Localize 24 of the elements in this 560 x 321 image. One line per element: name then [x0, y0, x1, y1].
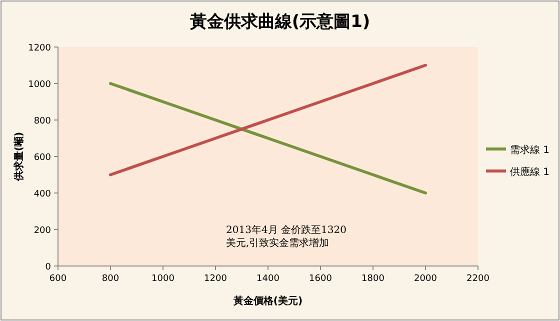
y-tick-label: 1000	[28, 80, 52, 90]
annotation: 2013年4月 金价跌至1320美元,引致实金需求增加	[226, 224, 348, 250]
x-tick-label: 800	[102, 274, 120, 284]
x-tick-label: 2200	[466, 274, 490, 284]
y-tick-label: 1200	[28, 44, 52, 54]
line-series	[109, 82, 427, 194]
x-tick-label: 1000	[152, 274, 175, 284]
chart-title: 黃金供求曲線(示意圖1)	[188, 12, 370, 32]
legend-label: 供應線 1	[510, 166, 550, 178]
y-tick-label: 800	[34, 116, 52, 126]
y-tick-label: 400	[34, 190, 52, 200]
y-axis-title: 供求量(噸)	[13, 132, 25, 182]
x-axis-title: 黃金價格(美元)	[232, 295, 303, 307]
x-tick-label: 600	[49, 274, 67, 284]
x-tick-label: 1800	[362, 274, 385, 284]
y-tick-label: 200	[34, 226, 52, 236]
x-tick-label: 2000	[414, 274, 438, 284]
y-tick-label: 600	[34, 153, 52, 163]
x-tick-label: 1200	[204, 274, 228, 284]
line-series	[109, 64, 427, 176]
y-tick-label: 0	[45, 262, 52, 272]
x-tick-label: 1600	[309, 274, 332, 284]
x-tick-label: 1400	[256, 274, 280, 284]
legend-label: 需求線 1	[510, 144, 550, 156]
